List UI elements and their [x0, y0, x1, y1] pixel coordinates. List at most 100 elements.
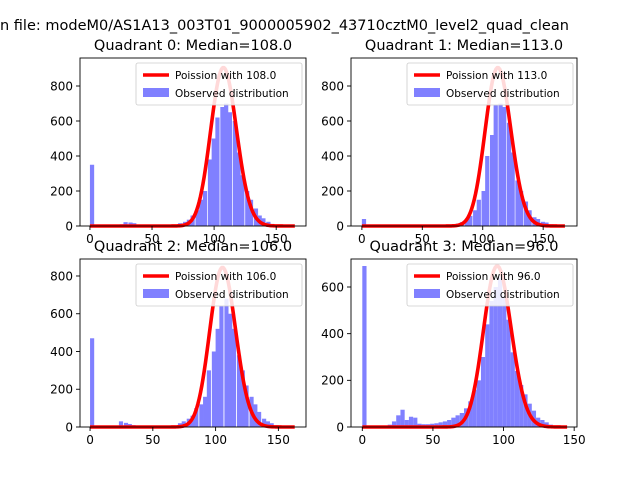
histogram-bars [361, 103, 558, 226]
histogram-bar [497, 277, 503, 427]
x-tick-label: 150 [532, 232, 555, 246]
y-tick-label: 400 [50, 149, 73, 163]
histogram-bar [506, 122, 512, 226]
y-tick-label: 600 [50, 307, 73, 321]
histogram-bar [391, 421, 397, 427]
histogram-bar [202, 191, 208, 226]
y-tick-label: 0 [336, 420, 344, 434]
histogram-bar [220, 107, 225, 226]
histogram-bar [224, 298, 229, 427]
histogram-bar [199, 404, 204, 427]
axes-frame [79, 57, 307, 227]
x-axis: 0 50 100 150 [86, 226, 288, 246]
histogram-bar [519, 385, 524, 427]
histogram-bar [89, 164, 95, 226]
subplot-title: Quadrant 0: Median=108.0 [94, 38, 292, 54]
histogram-bar [489, 301, 494, 427]
histogram-bar [438, 422, 443, 427]
legend-label-observed: Observed distribution [175, 289, 289, 301]
legend-patch-swatch [414, 88, 440, 97]
histogram-bar [481, 191, 486, 226]
y-tick-label: 0 [65, 219, 73, 233]
y-tick-label: 400 [321, 327, 344, 341]
x-tick-label: 50 [425, 433, 440, 447]
histogram-bar [123, 222, 128, 226]
legend-box [406, 62, 574, 106]
legend-box [135, 263, 303, 307]
subplots: Quadrant 0: Median=108.0 0 50 100 150 0 200 400… [50, 38, 586, 447]
histogram-bar [408, 416, 414, 427]
histogram-bar [489, 135, 495, 226]
legend-box [406, 263, 574, 307]
y-tick-label: 800 [50, 269, 73, 283]
legend-label-observed: Observed distribution [446, 289, 560, 301]
subplot-quadrant-0: Quadrant 0: Median=108.0 0 50 100 150 0 200 400… [50, 38, 307, 246]
x-axis: 0 50 100 150 [358, 226, 555, 246]
legend: Poission with 113.0 Observed distribution [406, 62, 574, 106]
y-tick-label: 400 [50, 345, 73, 359]
histogram-bar [468, 215, 473, 226]
y-tick-label: 600 [321, 280, 344, 294]
y-axis: 0 200 400 600 800 [321, 79, 351, 233]
histogram-bar [211, 351, 216, 427]
histogram-bar [514, 371, 520, 427]
histogram-bar [468, 401, 473, 427]
y-axis: 0 200 400 600 800 [50, 79, 80, 233]
histogram-bar [232, 121, 237, 226]
y-tick-label: 200 [50, 383, 73, 397]
y-axis: 0 200 400 600 800 [50, 269, 80, 434]
y-tick-label: 400 [321, 149, 344, 163]
histogram-bar [540, 420, 545, 427]
x-axis: 0 50 100 150 [358, 427, 586, 447]
subplot-title: Quadrant 1: Median=113.0 [365, 38, 563, 54]
legend-label-poisson: Poission with 106.0 [175, 271, 276, 283]
histogram-bar [476, 380, 481, 427]
histogram-bar [206, 370, 211, 427]
x-tick-label: 0 [86, 232, 94, 246]
x-tick-label: 50 [144, 232, 159, 246]
x-axis: 0 50 100 150 [86, 427, 290, 447]
legend-box [135, 62, 303, 106]
histogram-bar [515, 180, 520, 226]
x-tick-label: 0 [358, 433, 366, 447]
histogram-bar [248, 199, 254, 226]
y-tick-label: 800 [50, 79, 73, 93]
legend-label-poisson: Poission with 113.0 [446, 70, 547, 82]
histogram-bar [447, 420, 452, 427]
histogram-bar [362, 266, 367, 427]
x-tick-label: 150 [563, 433, 586, 447]
subplot-quadrant-1: Quadrant 1: Median=113.0 0 50 100 150 0 200 400… [321, 38, 578, 246]
histogram-bar [215, 328, 220, 427]
x-tick-label: 0 [358, 232, 366, 246]
histogram-bar [228, 313, 233, 427]
histogram-bar [498, 103, 503, 226]
legend-patch-swatch [143, 289, 169, 298]
histogram-bar [199, 199, 204, 226]
histogram-bar [224, 103, 229, 226]
histogram-bar [476, 199, 481, 226]
y-tick-label: 800 [321, 79, 344, 93]
histogram-bar [510, 152, 515, 226]
histogram-bar [485, 156, 490, 226]
histogram-bar [265, 421, 270, 427]
y-tick-label: 600 [321, 114, 344, 128]
x-tick-label: 50 [145, 433, 160, 447]
histogram-bar [523, 394, 528, 427]
x-tick-label: 100 [492, 433, 515, 447]
histogram-bar [195, 210, 200, 226]
axes-frame [350, 258, 578, 428]
histogram-bar [455, 415, 460, 427]
y-tick-label: 200 [321, 374, 344, 388]
x-tick-label: 50 [415, 232, 430, 246]
histogram-bar [123, 422, 129, 427]
histogram-bar [493, 287, 498, 427]
histogram-bar [231, 328, 237, 427]
histogram-bar [400, 409, 405, 427]
histogram-bar [510, 352, 515, 427]
figure-suptitle: n file: modeM0/AS1A13_003T01_9000005902_… [0, 18, 569, 34]
histogram-bar [361, 219, 367, 226]
x-tick-label: 150 [265, 232, 288, 246]
subplot-quadrant-3: Quadrant 3: Median=96.0 0 50 100 150 0 200 400 6… [321, 239, 586, 447]
histogram-bar [245, 191, 250, 226]
subplot-quadrant-2: Quadrant 2: Median=106.0 0 50 100 150 0 200 400… [50, 239, 307, 447]
